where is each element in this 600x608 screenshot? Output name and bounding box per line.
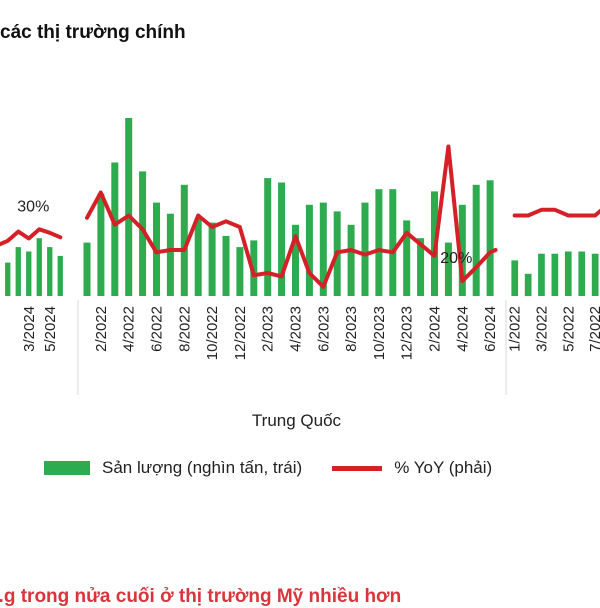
x-tick-label: 4/2024 xyxy=(454,306,471,352)
bar-2-2/2022 xyxy=(524,273,532,297)
bar-1-11/2022 xyxy=(222,235,230,296)
data-label: 30% xyxy=(17,198,49,215)
chart-title: các thị trường chính xyxy=(0,22,186,43)
legend-line-swatch xyxy=(332,465,383,471)
bar-2-4/2022 xyxy=(551,253,559,296)
yoy-line-2 xyxy=(512,207,600,218)
bar-2-5/2022 xyxy=(564,251,572,296)
x-tick-label: 2/2023 xyxy=(260,306,277,352)
legend-bar-swatch xyxy=(44,461,90,475)
legend-bar-label: Sản lượng (nghìn tấn, trái) xyxy=(102,458,303,477)
legend-item-bars: Sản lượng (nghìn tấn, trái) xyxy=(44,458,302,478)
bar-1-3/2024 xyxy=(444,242,452,296)
bar-1-9/2022 xyxy=(194,218,202,296)
legend-line-label: % YoY (phải) xyxy=(394,458,493,477)
labels-layer: 3/2024 5/2024 30% 2/2022 4/2022 6/2022 8/2022 1… xyxy=(17,198,600,430)
bar-2-7/2022 xyxy=(591,253,599,296)
legend-item-line: % YoY (phải) xyxy=(332,458,492,478)
x-tick-label: 1/2022 xyxy=(507,306,524,352)
bar-1-5/2022 xyxy=(139,171,147,296)
bar-0-3/2024 xyxy=(26,251,32,296)
bar-0-1/2024 xyxy=(5,262,11,296)
x-tick-label: 7/2022 xyxy=(587,306,600,352)
x-tick-label: 6/2022 xyxy=(148,306,165,352)
x-tick-label: 5/2024 xyxy=(42,306,59,352)
bar-0-2/2024 xyxy=(15,247,21,296)
bar-1-6/2023 xyxy=(319,202,327,296)
x-tick-label: 12/2022 xyxy=(232,306,249,360)
x-tick-label: 6/2023 xyxy=(315,306,332,352)
bar-2-1/2022 xyxy=(511,260,519,296)
bar-1-4/2022 xyxy=(125,118,133,296)
bar-1-2/2022 xyxy=(97,193,105,296)
data-label: 20% xyxy=(440,250,472,267)
bar-1-2/2023 xyxy=(264,178,272,296)
x-tick-label: 2/2022 xyxy=(93,306,110,352)
x-tick-label: 2/2024 xyxy=(426,306,443,352)
bar-1-8/2023 xyxy=(347,224,355,296)
bar-1-12/2022 xyxy=(236,247,244,296)
bar-1-1/2024 xyxy=(417,238,425,296)
lines-layer xyxy=(0,144,600,289)
x-tick-label: 6/2024 xyxy=(482,306,499,352)
bars-layer xyxy=(5,118,599,297)
bar-1-10/2023 xyxy=(375,189,383,296)
x-tick-label: 12/2023 xyxy=(399,306,416,360)
bar-1-3/2022 xyxy=(111,162,119,296)
x-tick-label: 3/2022 xyxy=(534,306,551,352)
bar-1-9/2023 xyxy=(361,202,369,296)
yoy-line-0 xyxy=(0,227,63,247)
x-tick-label: 8/2023 xyxy=(343,306,360,352)
x-tick-label: 5/2022 xyxy=(560,306,577,352)
bar-0-6/2024 xyxy=(57,255,63,296)
bar-1-4/2023 xyxy=(292,224,299,296)
bar-2-6/2022 xyxy=(578,251,586,296)
bar-1-6/2024 xyxy=(486,180,494,296)
legend: Sản lượng (nghìn tấn, trái) % YoY (phải) xyxy=(44,458,492,478)
bar-1-4/2024 xyxy=(458,204,466,296)
bar-1-11/2023 xyxy=(389,189,397,296)
x-tick-label: 10/2022 xyxy=(204,306,221,360)
bar-1-1/2022 xyxy=(83,242,91,296)
x-tick-label: 3/2024 xyxy=(21,306,38,352)
bar-1-8/2022 xyxy=(180,184,188,297)
bar-0-4/2024 xyxy=(36,238,42,296)
bar-1-7/2022 xyxy=(166,213,174,296)
bar-1-12/2023 xyxy=(403,220,411,296)
footer-text: ...g trong nửa cuối ở thị trường Mỹ nhiề… xyxy=(0,586,402,607)
axis-layer xyxy=(77,300,507,395)
bar-2-3/2022 xyxy=(538,253,545,296)
x-tick-label: 4/2022 xyxy=(121,306,138,352)
group-label: Trung Quốc xyxy=(252,411,342,430)
bar-0-5/2024 xyxy=(47,247,53,296)
bar-1-3/2023 xyxy=(278,182,286,296)
x-tick-label: 8/2022 xyxy=(176,306,193,352)
bar-1-10/2022 xyxy=(208,222,216,296)
bar-1-5/2023 xyxy=(305,204,313,296)
bar-1-5/2024 xyxy=(472,184,480,297)
x-tick-label: 4/2023 xyxy=(288,306,305,352)
yoy-line-1 xyxy=(85,144,498,289)
x-tick-label: 10/2023 xyxy=(371,306,388,360)
